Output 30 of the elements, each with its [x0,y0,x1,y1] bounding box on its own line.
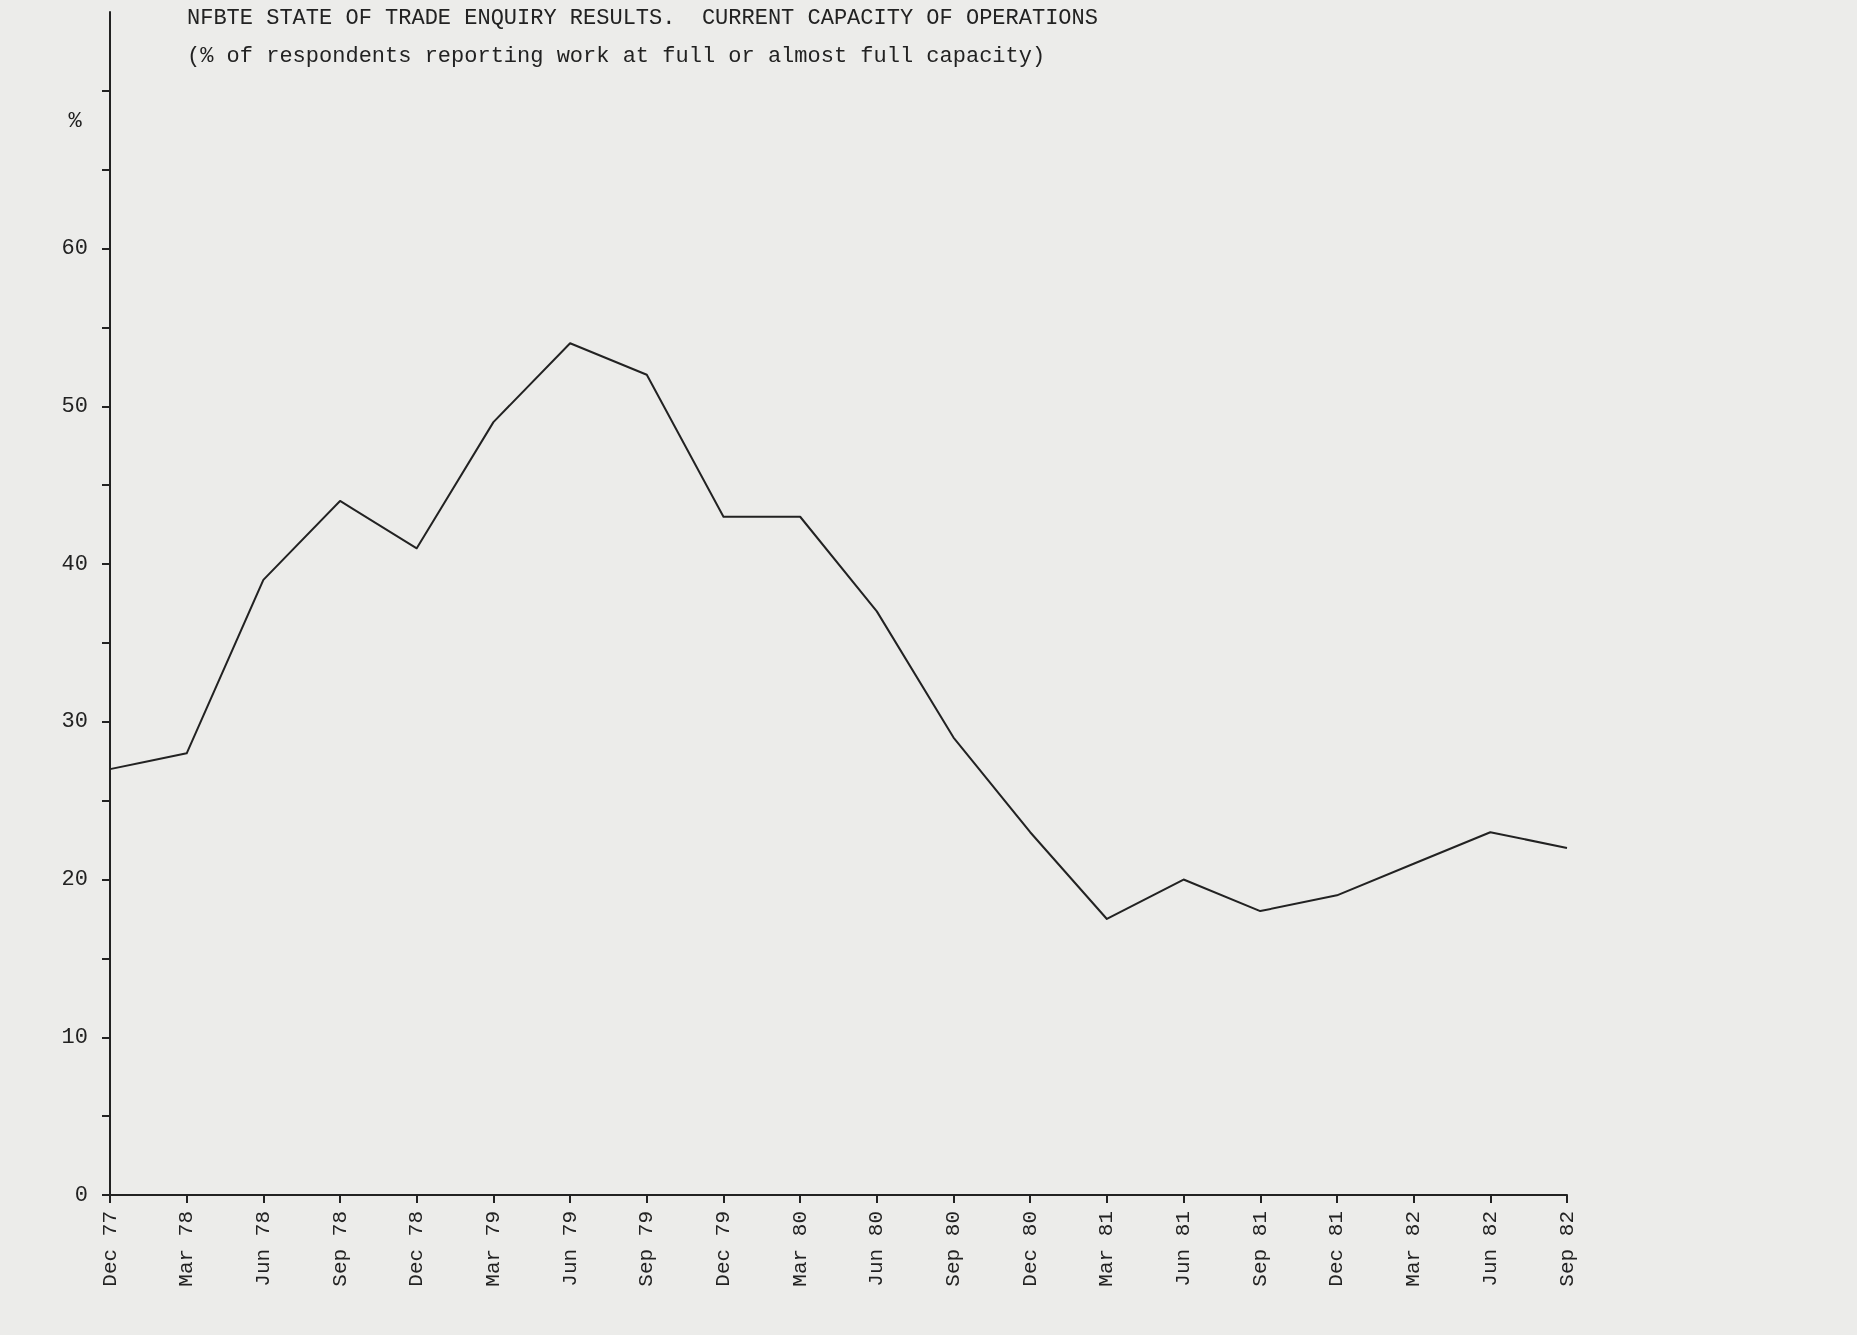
x-tick-label: Mar 78 [175,1211,199,1287]
y-tick-label: 0 [74,1182,88,1208]
x-tick-label: Mar 81 [1095,1211,1119,1287]
x-tick-label: Jun 82 [1478,1211,1502,1287]
y-axis-title: % [68,108,83,134]
x-tick-label: Dec 80 [1018,1211,1042,1287]
y-tick-label: 10 [61,1024,88,1050]
x-tick-label: Jun 80 [865,1211,889,1287]
text: (% of respondents reporting work at full or almost full capacity) [187,43,1046,69]
x-tick-label: Mar 80 [788,1211,812,1287]
y-tick-label: 20 [61,867,88,893]
x-tick-label: Dec 81 [1325,1211,1349,1287]
x-tick-label: Jun 78 [251,1211,275,1287]
x-tick-label: Mar 82 [1402,1211,1426,1287]
y-tick-label: 60 [61,236,88,262]
y-tick-label: 40 [61,551,88,577]
x-tick-label: Sep 78 [328,1211,352,1287]
x-tick-label: Sep 80 [942,1211,966,1287]
x-tick-label: Jun 81 [1172,1211,1196,1287]
x-tick-label: Dec 78 [405,1211,429,1287]
x-tick-label: Dec 77 [98,1211,122,1287]
y-tick-label: 50 [61,393,88,419]
y-tick-label: 30 [61,709,88,735]
x-tick-label: Jun 79 [558,1211,582,1287]
chart-title: NFBTE STATE OF TRADE ENQUIRY RESULTS. CURRENT CAPACITY OF OPERATIONS [187,5,1098,31]
x-tick-label: Dec 79 [711,1211,735,1287]
x-tick-label: Sep 79 [635,1211,659,1287]
x-tick-label: Mar 79 [481,1211,505,1287]
x-tick-label: Sep 81 [1248,1211,1272,1287]
x-tick-label: Sep 82 [1555,1211,1579,1287]
